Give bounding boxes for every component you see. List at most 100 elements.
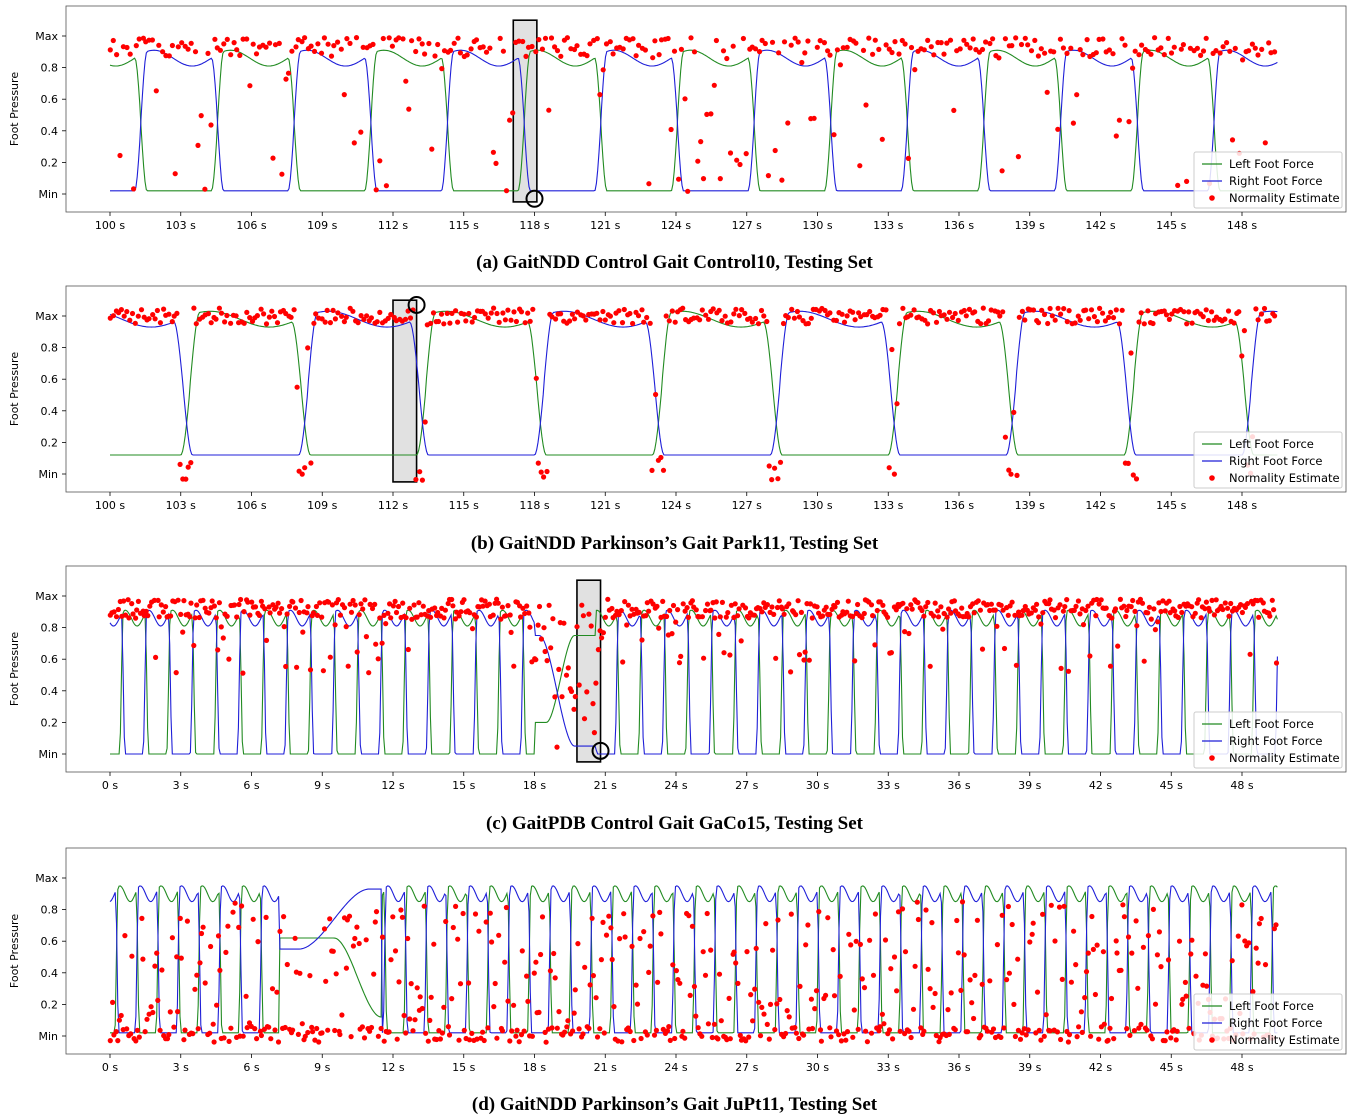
normality-point	[157, 320, 163, 326]
normality-point	[513, 318, 520, 325]
normality-point	[1125, 934, 1132, 940]
normality-point	[135, 313, 141, 319]
normality-point	[389, 43, 395, 49]
normality-point	[1151, 606, 1157, 612]
normality-point	[1203, 307, 1209, 313]
normality-point	[550, 616, 556, 622]
normality-point	[456, 613, 462, 619]
normality-point	[1107, 663, 1114, 669]
normality-point	[428, 320, 434, 326]
normality-point	[332, 316, 338, 322]
normality-point	[1239, 902, 1245, 908]
normality-point	[1083, 307, 1089, 313]
x-tick-label: 136 s	[944, 219, 974, 232]
normality-point	[320, 668, 326, 674]
normality-point	[1090, 946, 1096, 952]
x-tick-label: 112 s	[378, 499, 408, 512]
normality-point	[539, 46, 546, 52]
normality-point	[394, 1036, 400, 1042]
normality-point	[1249, 41, 1255, 47]
normality-point	[870, 613, 876, 619]
normality-point	[882, 937, 889, 943]
normality-point	[617, 936, 623, 942]
normality-point	[1184, 178, 1190, 184]
normality-point	[173, 670, 179, 676]
legend-right-foot-label: Right Foot Force	[1229, 1016, 1323, 1030]
normality-point	[159, 967, 165, 973]
normality-point	[1115, 643, 1121, 649]
normality-point	[180, 629, 186, 635]
normality-point	[786, 601, 792, 607]
normality-point	[870, 972, 877, 978]
normality-point	[377, 309, 383, 315]
normality-point	[335, 597, 341, 603]
normality-point	[1242, 604, 1248, 610]
normality-point	[160, 609, 166, 615]
normality-point	[935, 608, 941, 614]
normality-point	[461, 311, 467, 317]
normality-point	[510, 1002, 517, 1008]
normality-point	[669, 631, 675, 637]
normality-point	[431, 941, 437, 947]
normality-point	[1152, 35, 1158, 41]
normality-point	[691, 49, 698, 55]
normality-point	[450, 924, 456, 931]
normality-point	[602, 614, 609, 620]
normality-point	[992, 607, 999, 613]
normality-point	[416, 600, 422, 606]
normality-point	[763, 921, 769, 927]
x-tick-label: 12 s	[381, 1061, 404, 1074]
normality-point	[832, 604, 838, 610]
normality-point	[990, 36, 996, 42]
normality-point	[966, 306, 973, 312]
normality-point	[311, 48, 318, 55]
normality-point	[1155, 619, 1161, 625]
normality-point	[208, 943, 214, 950]
normality-point	[405, 935, 411, 942]
plot-frame	[65, 847, 1347, 1055]
normality-point	[1162, 608, 1168, 614]
normality-point	[510, 110, 516, 116]
normality-point	[392, 598, 398, 604]
normality-point	[175, 597, 181, 603]
normality-point	[1061, 306, 1067, 312]
normality-point	[492, 980, 498, 987]
normality-point	[569, 311, 576, 317]
normality-point	[988, 601, 995, 607]
normality-point	[313, 603, 319, 610]
normality-point	[1028, 610, 1034, 616]
normality-point	[469, 1030, 475, 1036]
normality-point	[1198, 615, 1204, 621]
normality-point	[426, 40, 432, 47]
normality-point	[378, 1025, 384, 1032]
normality-point	[895, 909, 902, 915]
normality-point	[994, 623, 1000, 629]
normality-point	[374, 319, 380, 325]
normality-point	[538, 951, 544, 958]
normality-point	[1213, 48, 1219, 54]
normality-point	[746, 615, 752, 621]
normality-point	[449, 310, 455, 316]
normality-point	[224, 613, 230, 619]
normality-point	[682, 96, 688, 102]
normality-point	[125, 597, 131, 603]
normality-point	[1035, 320, 1042, 326]
normality-point	[305, 604, 311, 610]
normality-point	[200, 597, 206, 603]
normality-point	[1140, 944, 1146, 950]
normality-point	[403, 1030, 409, 1036]
normality-point	[516, 38, 522, 44]
normality-point	[636, 609, 642, 615]
normality-point	[621, 306, 627, 313]
normality-point	[796, 652, 803, 658]
normality-point	[844, 1029, 851, 1035]
normality-point	[279, 171, 285, 177]
normality-point	[110, 37, 116, 44]
normality-point	[902, 629, 908, 635]
normality-point	[889, 49, 895, 56]
normality-point	[121, 598, 127, 604]
normality-point	[250, 41, 256, 47]
normality-point	[1041, 311, 1048, 318]
normality-point	[657, 909, 663, 915]
normality-point	[1179, 609, 1185, 616]
